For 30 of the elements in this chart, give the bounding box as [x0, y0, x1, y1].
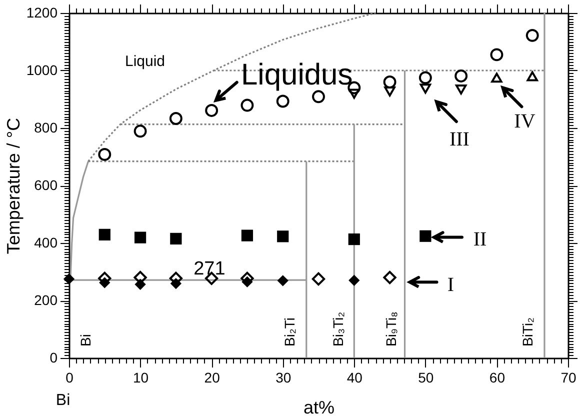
y-tick-label: 0	[50, 350, 58, 366]
annotation: I	[447, 274, 454, 296]
annotation: II	[473, 228, 487, 250]
y-axis-title: Temperature / °C	[4, 118, 24, 254]
annotation: Liquid	[124, 53, 166, 70]
x-tick-label: 30	[276, 370, 292, 386]
x-tick-label: 20	[204, 370, 220, 386]
y-tick-label: 600	[34, 177, 58, 193]
annotation: III	[449, 128, 470, 151]
x-tick-label: 40	[346, 370, 363, 386]
annotation: Bi₂Ti	[282, 317, 298, 346]
annotation: Bi₉Ti₈	[382, 312, 399, 346]
x-tick-label: 0	[66, 370, 74, 386]
y-tick-label: 200	[34, 292, 58, 308]
x-tick-label: 60	[489, 370, 506, 386]
text: Bi	[56, 392, 70, 409]
annotation: Liquidus	[240, 58, 353, 92]
annotation: Bi	[78, 334, 94, 346]
x-tick-label: 70	[560, 370, 576, 386]
x-tick-label: 10	[132, 370, 149, 386]
annotation: 271	[194, 258, 226, 280]
annotation: Bi₃Ti₂	[330, 312, 346, 346]
y-tick-label: 1000	[26, 62, 58, 78]
annotation: BiTi₂	[519, 317, 536, 346]
x-axis-title: at%	[303, 398, 335, 416]
x-tick-label: 50	[418, 370, 434, 386]
y-tick-label: 400	[34, 234, 58, 250]
annotation: IV	[514, 110, 536, 133]
y-tick-label: 800	[34, 120, 58, 136]
y-tick-label: 1200	[26, 4, 58, 20]
